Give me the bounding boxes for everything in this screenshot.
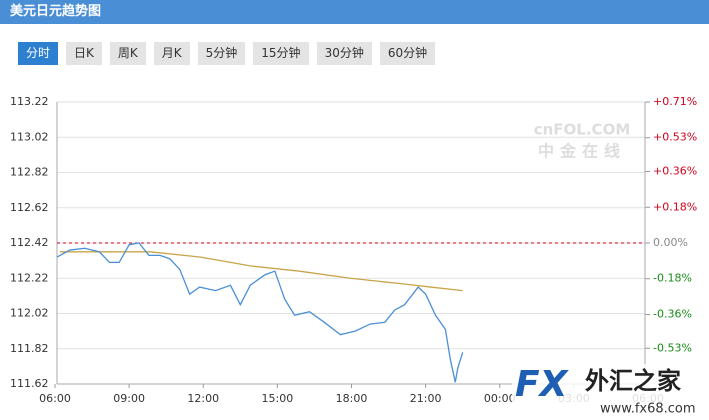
y-tick-label: 111.82 xyxy=(10,342,49,355)
y-tick-label: 112.62 xyxy=(10,201,49,214)
y2-tick-label: 0.00% xyxy=(653,236,688,249)
logo-name: 外汇之家 xyxy=(585,367,681,395)
y-tick-label: 111.62 xyxy=(10,377,49,390)
x-tick-label: 06:00 xyxy=(39,392,71,405)
header-title: 美元日元趋势图 xyxy=(0,0,709,24)
tab-bar: 分时 日K 周K 月K 5分钟 15分钟 30分钟 60分钟 xyxy=(18,42,436,65)
y2-tick-label: +0.18% xyxy=(653,200,697,213)
y2-tick-label: +0.53% xyxy=(653,131,697,144)
y2-tick-label: -0.36% xyxy=(653,307,692,320)
y2-tick-label: +0.71% xyxy=(653,95,697,108)
tab[interactable]: 周K xyxy=(109,42,146,65)
x-tick-label: 09:00 xyxy=(113,392,145,405)
x-tick-label: 18:00 xyxy=(336,392,368,405)
x-tick-label: 21:00 xyxy=(410,392,442,405)
y-tick-label: 112.42 xyxy=(10,236,49,249)
tab[interactable]: 30分钟 xyxy=(316,42,372,65)
watermark-brand: cnFOL.COM xyxy=(534,121,631,139)
y-tick-label: 112.82 xyxy=(10,166,49,179)
x-tick-label: 12:00 xyxy=(187,392,219,405)
y2-tick-label: -0.18% xyxy=(653,272,692,285)
tab[interactable]: 月K xyxy=(153,42,190,65)
y-tick-label: 113.22 xyxy=(10,95,49,108)
tab[interactable]: 5分钟 xyxy=(197,42,246,65)
watermark-name: 中金在线 xyxy=(538,142,626,161)
y-tick-label: 112.22 xyxy=(10,271,49,284)
x-tick-label: 15:00 xyxy=(262,392,294,405)
tab[interactable]: 60分钟 xyxy=(379,42,436,65)
x-tick-label: 00:00 xyxy=(484,392,516,405)
tab[interactable]: 分时 xyxy=(18,42,59,65)
y-tick-label: 113.02 xyxy=(10,130,49,143)
series-line xyxy=(59,251,463,292)
y2-tick-label: -0.53% xyxy=(653,341,692,354)
y-tick-label: 112.02 xyxy=(10,307,49,320)
logo-bg xyxy=(512,364,709,420)
logo-url: www.fx68.com xyxy=(600,402,696,417)
tab[interactable]: 15分钟 xyxy=(253,42,309,65)
tab[interactable]: 日K xyxy=(66,42,102,65)
logo-mark: FX xyxy=(515,364,570,405)
series-line xyxy=(56,242,464,383)
y2-tick-label: +0.36% xyxy=(653,165,697,178)
